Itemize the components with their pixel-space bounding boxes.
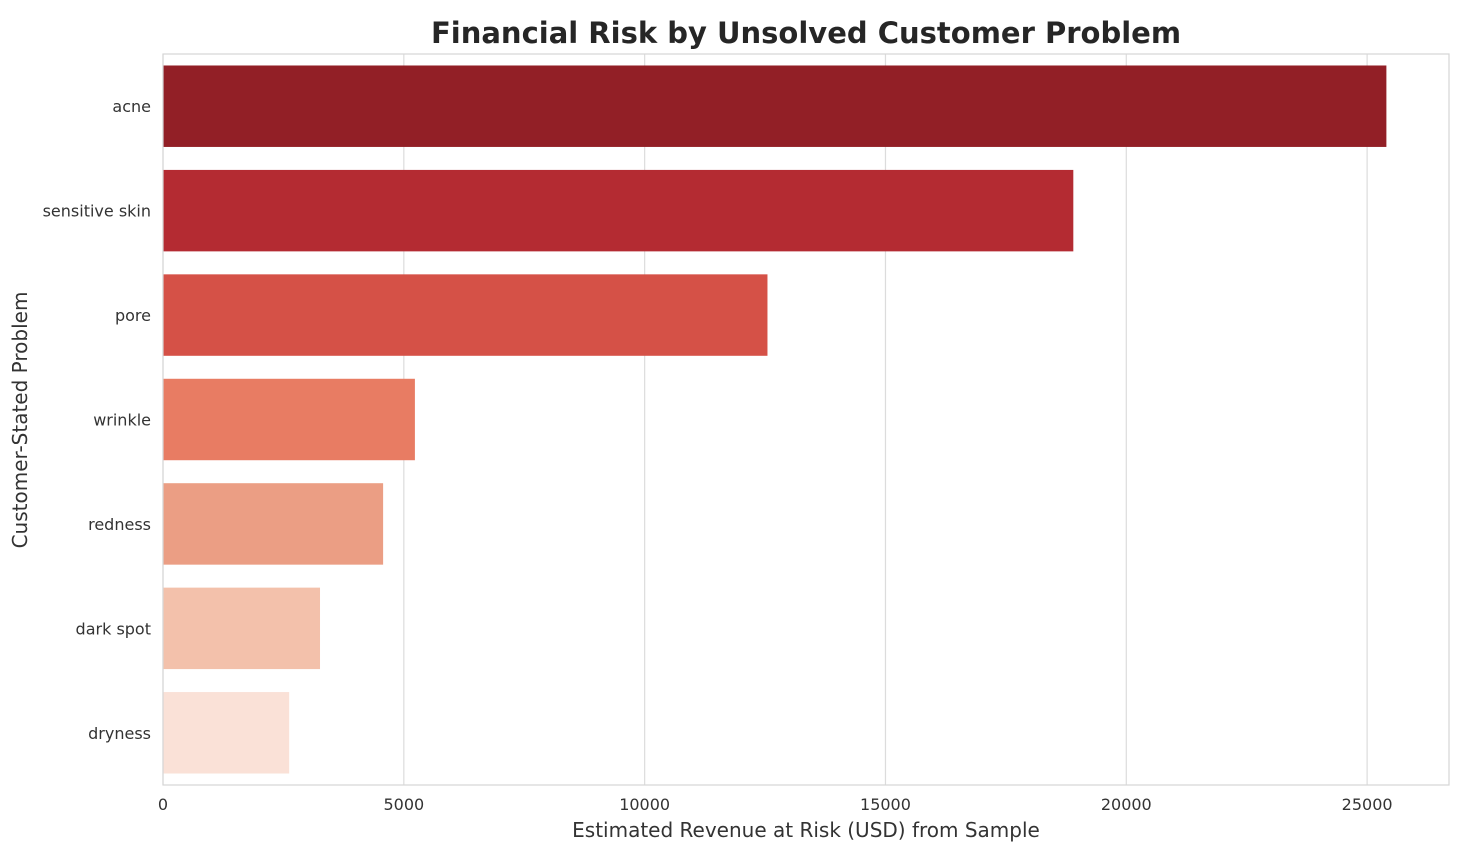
bar-dark-spot xyxy=(163,587,321,670)
bar-wrinkle xyxy=(163,378,415,461)
x-tick-labels: 0 5000 10000 15000 20000 25000 xyxy=(158,795,1393,814)
y-tick-label: dark spot xyxy=(76,619,151,638)
x-tick-label: 25000 xyxy=(1342,795,1393,814)
bar-sensitive-skin xyxy=(163,169,1074,252)
x-tick-label: 5000 xyxy=(383,795,424,814)
y-tick-label: acne xyxy=(112,97,151,116)
plot-frame xyxy=(162,53,1450,786)
y-tick-label: sensitive skin xyxy=(43,202,151,221)
bar-acne xyxy=(163,65,1387,147)
x-tick-label: 10000 xyxy=(619,795,670,814)
x-tick-label: 20000 xyxy=(1101,795,1152,814)
x-tick-label: 15000 xyxy=(860,795,911,814)
x-axis-label: Estimated Revenue at Risk (USD) from Sam… xyxy=(572,818,1040,842)
bar-dryness xyxy=(163,692,290,774)
y-tick-label: redness xyxy=(88,515,151,534)
bar-pore xyxy=(163,274,768,356)
bars xyxy=(163,65,1387,774)
y-tick-labels: acne sensitive skin pore wrinkle redness dark… xyxy=(43,97,151,743)
y-tick-label: wrinkle xyxy=(93,411,151,430)
chart-title: Financial Risk by Unsolved Customer Prob… xyxy=(431,16,1181,50)
y-tick-label: pore xyxy=(115,306,151,325)
x-tick-label: 0 xyxy=(158,795,168,814)
y-tick-label: dryness xyxy=(88,724,151,743)
y-axis-label: Customer-Stated Problem xyxy=(8,292,32,549)
bar-redness xyxy=(163,483,384,565)
